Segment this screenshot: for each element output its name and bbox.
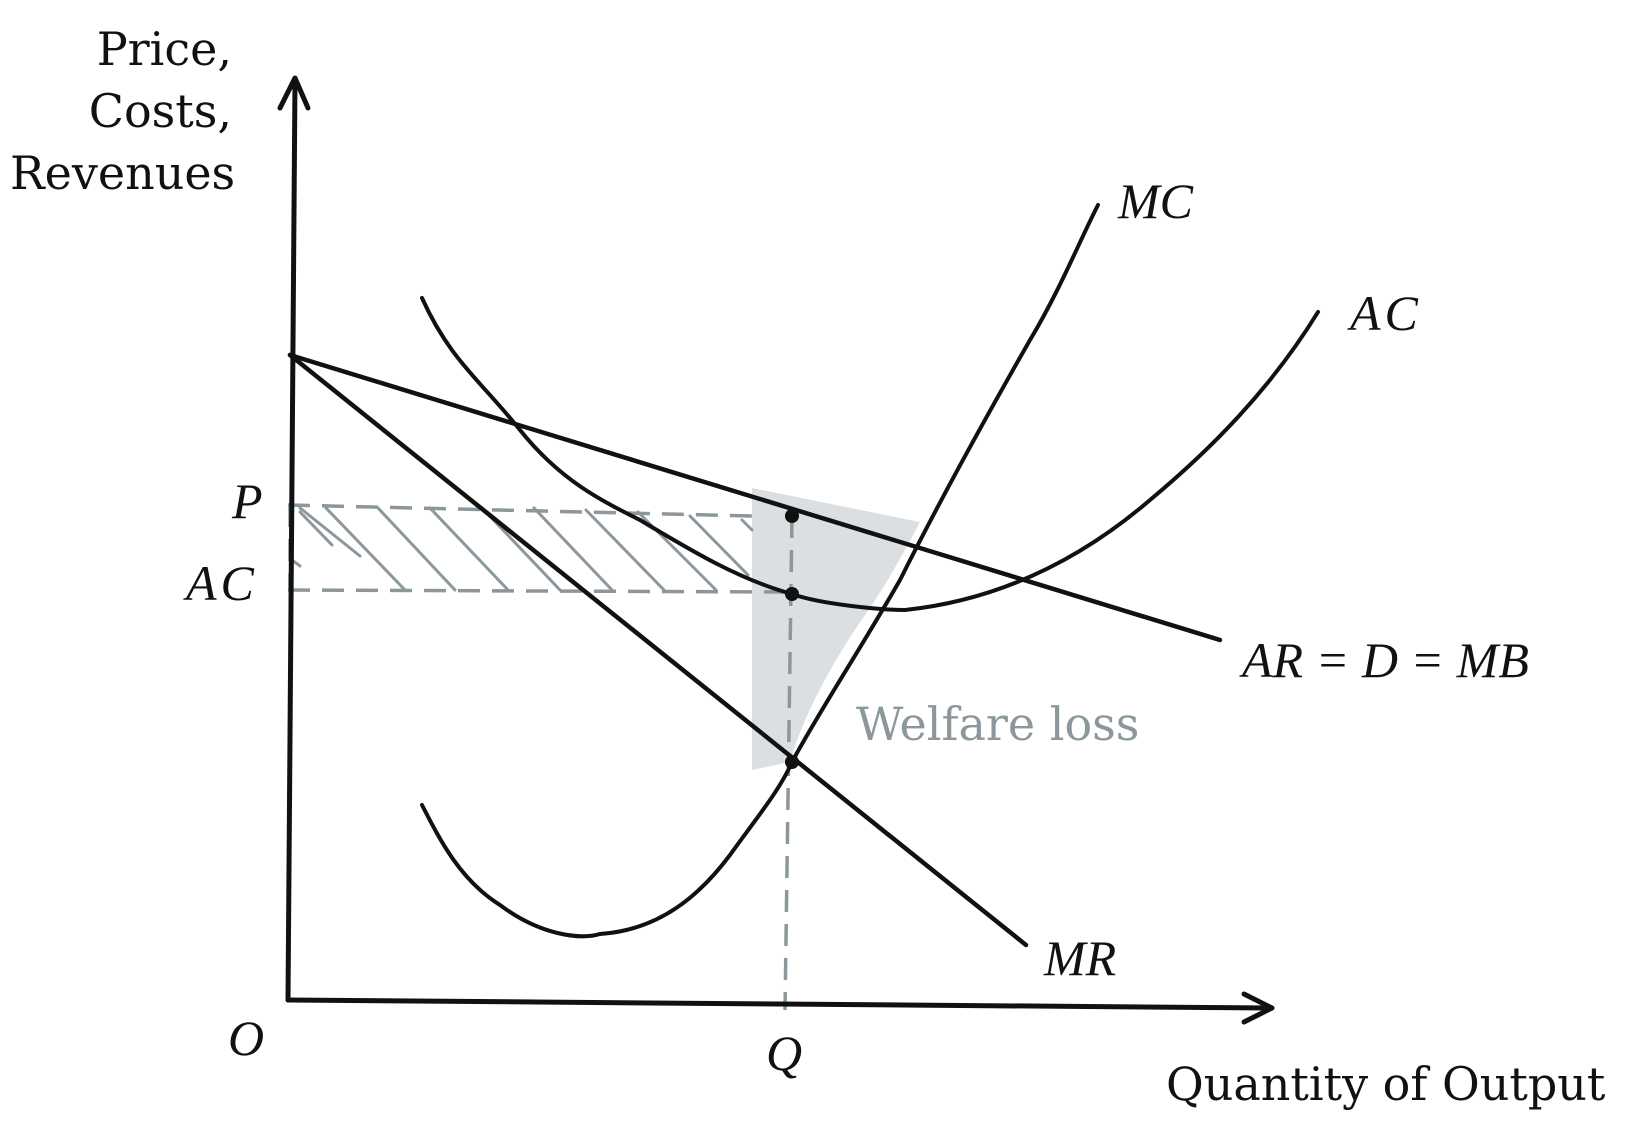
y-axis [277, 75, 311, 1003]
y-axis-title-line-1: Price, [96, 22, 232, 76]
x-axis-title: Quantity of Output [1166, 1057, 1606, 1111]
ac-curve [420, 296, 1320, 613]
label-origin: O [228, 1010, 264, 1066]
label-q: Q [766, 1025, 802, 1081]
ac-point-at-q [785, 587, 799, 601]
price-dashed-line [287, 503, 753, 518]
demand-curve [287, 352, 1223, 643]
y-axis-title-line-2: Costs, [88, 84, 232, 138]
mr-curve [287, 352, 1029, 948]
y-axis-title-line-3: Revenues [10, 146, 236, 200]
label-welfare-loss: Welfare loss [856, 697, 1139, 751]
label-mr: MR [1043, 930, 1116, 986]
label-mc: MC [1117, 173, 1194, 229]
label-ac-level: AC [183, 555, 258, 611]
label-ac-curve: AC [1347, 285, 1422, 341]
mc-mr-intersection-point [785, 755, 799, 769]
y-axis-title: Price, Costs, Revenues [10, 18, 236, 204]
demand-point-at-q [785, 509, 799, 523]
x-axis [285, 991, 1275, 1025]
welfare-loss-area [752, 488, 920, 770]
ac-dashed-line [287, 588, 791, 594]
mc-curve [420, 203, 1100, 939]
label-demand: AR = D = MB [1239, 632, 1529, 688]
supernormal-profit-area [290, 506, 754, 592]
label-p: P [231, 473, 263, 529]
